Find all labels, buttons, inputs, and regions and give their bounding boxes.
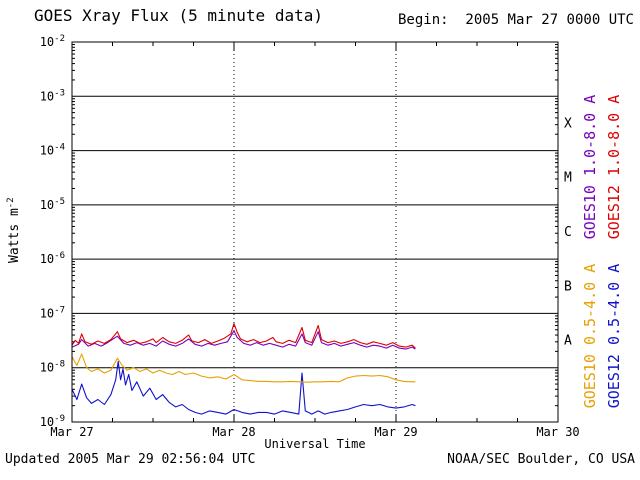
legend-label-goes10-short: GOES10 0.5-4.0 A (581, 264, 599, 409)
x-tick-label: Mar 30 (536, 425, 579, 439)
y-tick-label: 10-4 (40, 143, 65, 158)
y-axis-title-base: Watts m (7, 208, 23, 263)
flare-class-label-c: C (564, 225, 572, 240)
flare-class-label-m: M (564, 171, 572, 186)
x-tick-label: Mar 29 (374, 425, 417, 439)
series-line-goes12-long (71, 323, 416, 349)
series-line-goes10-long (71, 330, 416, 350)
y-tick-label: 10-6 (40, 251, 65, 266)
flare-class-label-x: X (564, 116, 572, 131)
x-tick-label: Mar 28 (212, 425, 255, 439)
flare-class-label-b: B (564, 279, 572, 294)
y-tick-label: 10-3 (40, 88, 65, 103)
y-tick-label: 10-5 (40, 197, 65, 212)
y-tick-label: 10-8 (40, 360, 65, 375)
x-tick-label: Mar 27 (50, 425, 93, 439)
y-axis-title-exp: -2 (5, 197, 16, 209)
y-tick-label: 10-2 (40, 34, 65, 49)
flare-class-label-a: A (564, 334, 572, 349)
y-axis-title: Watts m-2 (6, 160, 22, 300)
y-tick-label: 10-7 (40, 305, 65, 320)
footer-org: NOAA/SEC Boulder, CO USA (447, 452, 635, 467)
footer-updated: Updated 2005 Mar 29 02:56:04 UTC (5, 452, 256, 467)
legend-label-goes10-long: GOES10 1.0-8.0 A (581, 95, 599, 240)
begin-date-label: Begin: 2005 Mar 27 0000 UTC (397, 12, 634, 28)
legend-label-goes12-short: GOES12 0.5-4.0 A (605, 264, 623, 409)
chart-title: GOES Xray Flux (5 minute data) (34, 6, 323, 25)
plot-border (71, 41, 559, 423)
series-line-goes12-short (71, 360, 416, 415)
series-line-goes10-short (71, 353, 416, 383)
x-axis-title: Universal Time (264, 437, 366, 451)
legend-label-goes12-long: GOES12 1.0-8.0 A (605, 95, 623, 240)
